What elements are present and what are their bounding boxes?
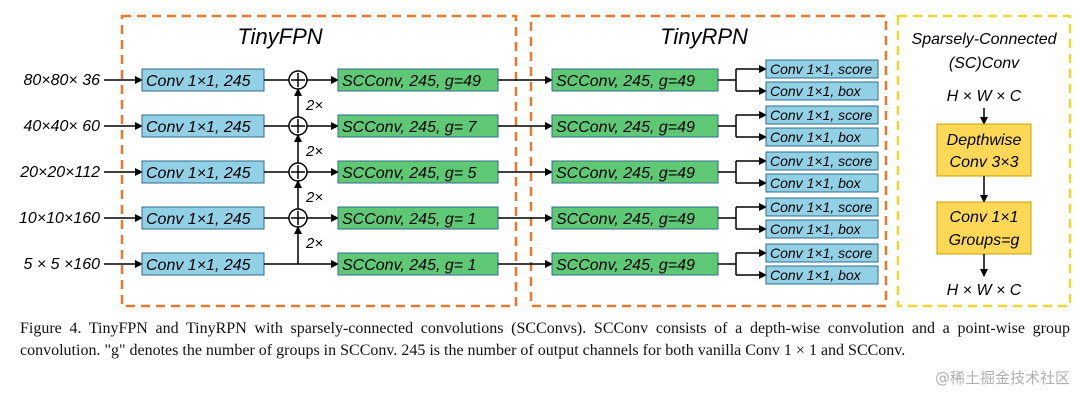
box-head-box	[765, 265, 879, 285]
rpn-scconv-label: SCConv, 245, g=49	[556, 211, 695, 228]
tinyrpn-title: TinyRPN	[660, 24, 748, 49]
scconv-frame	[896, 14, 1072, 308]
sc-output-label: H × W × C	[947, 282, 1022, 299]
upsample-label: 2×	[305, 143, 323, 160]
input-size-label: 80×80× 36	[23, 72, 100, 89]
score-head-label: Conv 1×1, score	[770, 107, 873, 123]
upsample-label: 2×	[305, 97, 323, 114]
upsample-label: 2×	[305, 235, 323, 252]
fpn-scconv-label: SCConv, 245, g= 1	[342, 257, 476, 274]
box-head-label: Conv 1×1, box	[770, 129, 862, 145]
architecture-diagram: TinyFPN TinyRPN Sparsely-Connected (SC)C…	[19, 14, 1072, 308]
figure-caption: Figure 4. TinyFPN and TinyRPN with spars…	[20, 320, 1070, 359]
rpn-scconv-label: SCConv, 245, g=49	[556, 257, 695, 274]
fpn-scconv-label: SCConv, 245, g= 5	[342, 165, 477, 182]
rpn-scconv-label: SCConv, 245, g=49	[556, 73, 695, 90]
upsample-label: 2×	[305, 189, 323, 206]
tinyrpn-frame	[529, 14, 888, 308]
box-head-label: Conv 1×1, box	[770, 267, 862, 283]
sc-title-line1: Sparsely-Connected	[912, 31, 1058, 48]
tinyfpn-frame	[120, 14, 518, 308]
conv1x1-label: Conv 1×1, 245	[146, 119, 251, 136]
score-head-label: Conv 1×1, score	[770, 245, 873, 261]
tinyfpn-title: TinyFPN	[237, 24, 322, 49]
box-head-label: Conv 1×1, box	[770, 221, 862, 237]
input-size-label: 20×20×112	[19, 164, 100, 181]
depthwise-label-1: Depthwise	[947, 132, 1022, 149]
score-head-box	[765, 59, 879, 79]
group-conv-box	[936, 201, 1032, 255]
score-head-label: Conv 1×1, score	[770, 199, 873, 215]
input-size-label: 40×40× 60	[23, 118, 100, 135]
conv1x1-label: Conv 1×1, 245	[146, 211, 251, 228]
conv1x1-label: Conv 1×1, 245	[146, 165, 251, 182]
group-conv-label-1: Conv 1×1	[950, 209, 1019, 226]
depthwise-label-2: Conv 3×3	[950, 154, 1019, 171]
fpn-scconv-label: SCConv, 245, g= 7	[342, 119, 478, 136]
box-head-box	[765, 173, 879, 193]
rpn-scconv-label: SCConv, 245, g=49	[556, 119, 695, 136]
score-head-box	[765, 243, 879, 263]
score-head-box	[765, 105, 879, 125]
sc-input-label: H × W × C	[947, 88, 1022, 105]
group-conv-label-2: Groups=g	[949, 232, 1020, 249]
input-size-label: 5 × 5 ×160	[23, 256, 100, 273]
box-head-box	[765, 219, 879, 239]
sc-title-line2: (SC)Conv	[949, 55, 1020, 72]
score-head-label: Conv 1×1, score	[770, 153, 873, 169]
box-head-box	[765, 81, 879, 101]
conv1x1-label: Conv 1×1, 245	[146, 257, 251, 274]
score-head-box	[765, 151, 879, 171]
fpn-scconv-label: SCConv, 245, g=49	[342, 73, 481, 90]
score-head-box	[765, 197, 879, 217]
score-head-label: Conv 1×1, score	[770, 61, 873, 77]
box-head-box	[765, 127, 879, 147]
box-head-label: Conv 1×1, box	[770, 175, 862, 191]
fpn-scconv-label: SCConv, 245, g= 1	[342, 211, 476, 228]
input-size-label: 10×10×160	[19, 210, 100, 227]
conv1x1-label: Conv 1×1, 245	[146, 73, 251, 90]
rpn-scconv-label: SCConv, 245, g=49	[556, 165, 695, 182]
depthwise-conv-box	[936, 123, 1032, 177]
box-head-label: Conv 1×1, box	[770, 83, 862, 99]
watermark: @稀土掘金技术社区	[934, 369, 1070, 387]
